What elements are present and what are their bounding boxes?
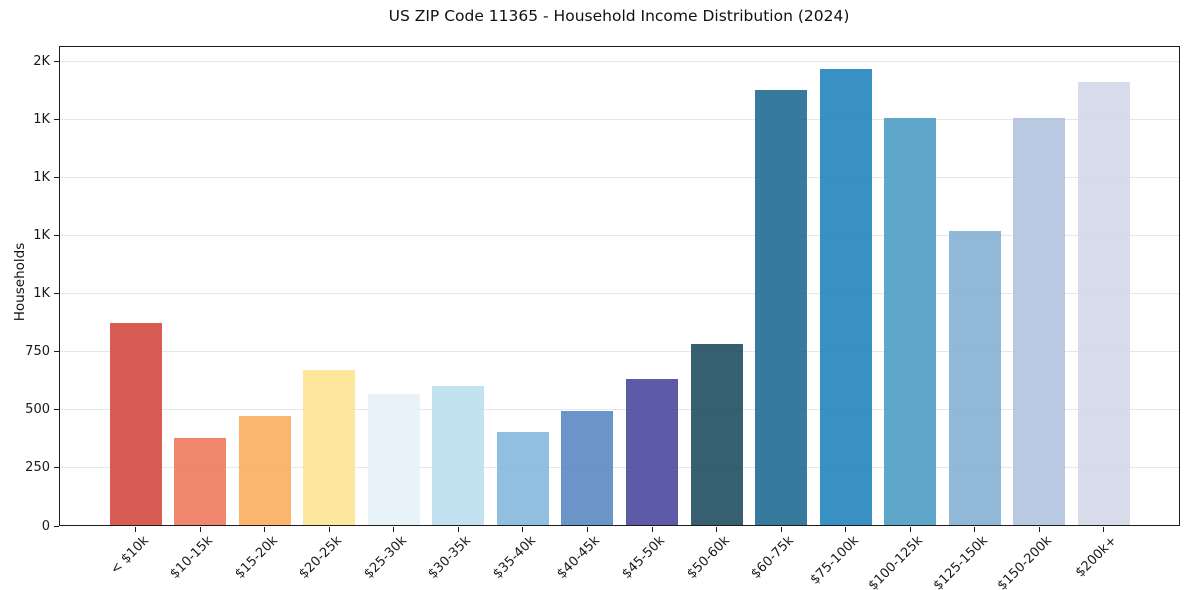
bar--20-25k [303, 370, 356, 526]
y-tick-label: 1K [33, 111, 50, 127]
x-tick-mark [1038, 527, 1040, 532]
y-axis-label: Households [12, 242, 28, 322]
x-tick-label: $50-60k [684, 533, 733, 582]
gridline-750 [59, 351, 1180, 353]
y-tick-mark-0 [54, 525, 59, 527]
y-tick-label: 1K [33, 286, 50, 302]
x-tick-mark [328, 527, 330, 532]
x-tick-mark [909, 527, 911, 532]
x-tick-label: $125-150k [930, 533, 991, 590]
bar--25-30k [367, 393, 420, 526]
x-tick-label: $35-40k [490, 533, 539, 582]
bar--10-15k [174, 437, 227, 526]
bar--10k [109, 322, 162, 526]
y-tick-mark-1000 [54, 293, 59, 295]
bar--35-40k [496, 432, 549, 526]
gridline-250 [59, 467, 1180, 469]
bar--45-50k [626, 378, 679, 526]
x-tick-label: $200k+ [1072, 533, 1120, 581]
x-tick-mark [264, 527, 266, 532]
y-tick-label: 2K [33, 53, 50, 69]
x-tick-label: $25-30k [361, 533, 410, 582]
gridline-1500 [59, 176, 1180, 178]
x-tick-label: $10-15k [167, 533, 216, 582]
x-tick-label: $40-45k [554, 533, 604, 582]
y-tick-mark-250 [54, 467, 59, 469]
plot-area [59, 46, 1180, 526]
y-tick-label: 0 [41, 518, 50, 534]
y-tick-label: 1K [33, 169, 50, 185]
y-tick-mark-750 [54, 351, 59, 353]
x-tick-label: $20-25k [296, 533, 346, 582]
y-tick-label: 750 [25, 344, 50, 360]
x-tick-mark [1103, 527, 1105, 532]
gridline-500 [59, 409, 1180, 411]
y-tick-mark-1250 [54, 234, 59, 236]
y-tick-label: 500 [25, 402, 50, 418]
x-tick-mark [716, 527, 718, 532]
x-tick-label: $150-200k [995, 533, 1056, 590]
x-tick-mark [974, 527, 976, 532]
x-tick-label: $75-100k [807, 533, 862, 588]
y-tick-label: 250 [25, 460, 50, 476]
x-tick-mark [135, 527, 136, 532]
chart-title: US ZIP Code 11365 - Household Income Dis… [388, 7, 850, 25]
x-tick-mark [586, 527, 588, 532]
x-tick-mark [393, 527, 395, 532]
x-tick-label: < $10k [107, 533, 152, 578]
bar--40-45k [561, 410, 614, 526]
bar--100-125k [884, 118, 937, 526]
bar--50-60k [690, 343, 743, 526]
x-tick-mark [522, 527, 524, 532]
y-tick-mark-1750 [54, 118, 59, 120]
bar--150-200k [1013, 118, 1066, 526]
bar--125-150k [948, 230, 1001, 526]
gridline-1750 [59, 118, 1180, 120]
bar--75-100k [819, 69, 872, 526]
gridline-1000 [59, 293, 1180, 295]
x-tick-label: $15-20k [232, 533, 281, 582]
x-tick-mark [199, 527, 201, 532]
y-tick-label: 1K [33, 227, 50, 243]
x-tick-label: $45-50k [619, 533, 668, 582]
x-tick-mark [780, 527, 782, 532]
bar--30-35k [432, 385, 485, 526]
x-tick-mark [651, 527, 653, 532]
y-tick-mark-2000 [54, 60, 59, 62]
x-tick-label: $100-125k [865, 533, 927, 590]
x-tick-mark [845, 527, 847, 532]
y-tick-mark-500 [54, 409, 59, 411]
x-tick-label: $30-35k [425, 533, 475, 582]
x-tick-label: $60-75k [748, 533, 798, 582]
bar--200k+ [1077, 82, 1130, 526]
x-tick-mark [457, 527, 459, 532]
bar--15-20k [238, 415, 291, 526]
gridline-1250 [59, 234, 1180, 236]
y-tick-mark-1500 [54, 176, 59, 178]
bar--60-75k [755, 90, 808, 526]
gridline-2000 [59, 60, 1180, 62]
